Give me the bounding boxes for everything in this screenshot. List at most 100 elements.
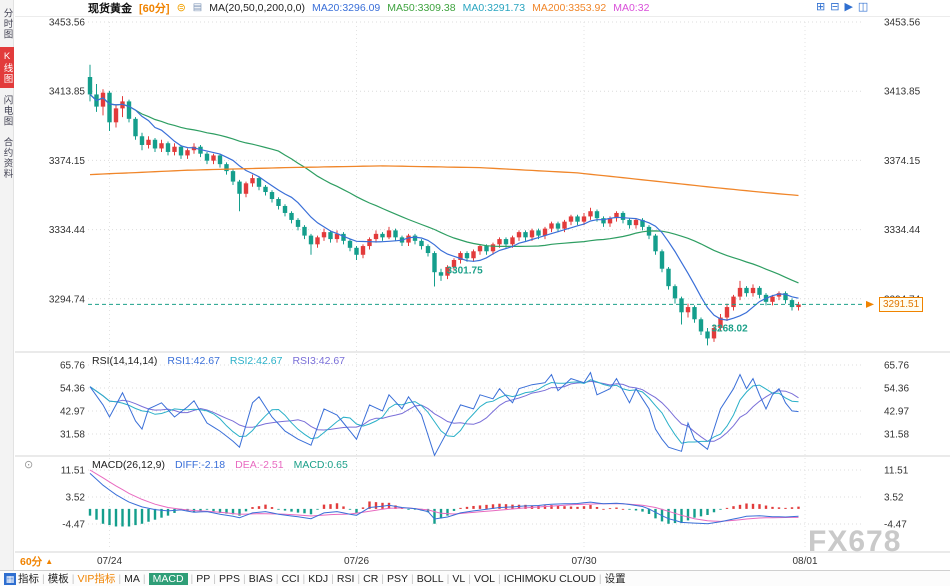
ma-value-0: MA20:3296.09 bbox=[311, 2, 381, 14]
y-axis-label: 11.51 bbox=[61, 466, 86, 477]
toolbar-separator: | bbox=[497, 572, 501, 585]
macd-header: MACD(26,12,9) DIFF:-2.18 DEA:-2.51 MACD:0.… bbox=[92, 459, 358, 471]
toolbar-separator: | bbox=[118, 572, 122, 585]
y-axis-label: 3334.44 bbox=[884, 225, 921, 236]
toolbar-separator: | bbox=[331, 572, 334, 585]
toolbar-item-rsi[interactable]: RSI bbox=[336, 572, 355, 585]
toolbar-separator: | bbox=[598, 572, 602, 585]
sidebar-tabs: 分时图 K线图闪电图合约资料 bbox=[0, 0, 14, 570]
moving-average-lines bbox=[89, 93, 799, 321]
current-price-line: 3301.75 3268.02 bbox=[88, 266, 874, 334]
candlesticks bbox=[87, 64, 801, 346]
layout-play-icon[interactable]: ▶ bbox=[844, 1, 853, 13]
y-axis-label: 54.36 bbox=[60, 384, 85, 395]
up-arrow-icon: ▲ bbox=[45, 557, 54, 566]
ma-value-3: MA200:3353.92 bbox=[532, 2, 607, 14]
y-axis-label: 3413.85 bbox=[884, 87, 921, 98]
timeframe-label[interactable]: 60分 ▲ bbox=[20, 554, 53, 569]
toolbar-item-templates[interactable]: 模板 bbox=[47, 573, 69, 585]
macd-value-1: DEA:-2.51 bbox=[235, 459, 284, 471]
toolbar-separator: | bbox=[213, 572, 217, 585]
toolbar-separator: | bbox=[468, 572, 471, 585]
toolbar-item-cci[interactable]: CCI bbox=[281, 572, 300, 585]
layout-frame-icon[interactable]: ◫ bbox=[857, 1, 869, 13]
toolbar-item-pp[interactable]: PP bbox=[196, 572, 211, 585]
toolbar-separator: | bbox=[446, 572, 450, 585]
x-axis-label: 07/26 bbox=[344, 556, 369, 567]
macd-panel-settings-icon[interactable]: ⊙ bbox=[24, 459, 34, 471]
price-annotation: 3301.75 bbox=[447, 266, 484, 277]
chart-layout-icons: ⊞ ⊟ ▶ ◫ bbox=[816, 2, 868, 13]
x-axis-label: 07/30 bbox=[571, 556, 596, 567]
ma-settings-icon[interactable]: ▤ bbox=[192, 2, 203, 13]
toolbar-item-cr[interactable]: CR bbox=[363, 572, 379, 585]
y-axis-label: 3.52 bbox=[66, 493, 86, 504]
y-axis-label: 65.76 bbox=[60, 361, 85, 372]
toolbar-separator: | bbox=[275, 572, 279, 585]
toolbar-item-vl[interactable]: VL bbox=[452, 572, 466, 585]
toolbar-item-macd[interactable]: MACD bbox=[148, 572, 188, 585]
toolbar-grid-icon[interactable]: ▦ bbox=[4, 572, 16, 585]
symbol-name[interactable]: 现货黄金 bbox=[88, 3, 132, 15]
watermark: FX678 bbox=[808, 525, 902, 558]
macd-legend: DIFF:-2.18 DEA:-2.51 MACD:0.65 bbox=[175, 459, 358, 471]
y-axis-label: 42.97 bbox=[884, 406, 909, 417]
toolbar-item-pps[interactable]: PPS bbox=[219, 572, 241, 585]
alert-bell-icon[interactable]: ⊜ bbox=[176, 1, 186, 14]
sidebar-tab-time-chart[interactable]: 分时图 bbox=[1, 8, 13, 40]
y-axis-label: 54.36 bbox=[884, 384, 909, 395]
toolbar-separator: | bbox=[142, 572, 146, 585]
y-axis-label: 31.58 bbox=[60, 429, 85, 440]
period-label[interactable]: [60分] bbox=[139, 3, 170, 15]
y-axis-label: 3294.74 bbox=[49, 294, 86, 305]
toolbar-item-boll[interactable]: BOLL bbox=[416, 572, 444, 585]
toolbar-item-indicators[interactable]: 指标 bbox=[18, 573, 39, 585]
layout-split-icon[interactable]: ⊟ bbox=[830, 1, 840, 13]
rsi-settings-label[interactable]: RSI(14,14,14) bbox=[92, 355, 158, 367]
gridlines bbox=[15, 16, 950, 553]
sidebar-tab-contract-info[interactable]: 合约资料 bbox=[1, 137, 13, 179]
y-axis-label: 3.52 bbox=[884, 493, 904, 504]
toolbar-item-ichimoku-cloud[interactable]: ICHIMOKU CLOUD bbox=[503, 572, 596, 585]
y-axis-label: 3374.15 bbox=[884, 156, 921, 167]
sidebar-tab-kline-chart[interactable]: K线图 bbox=[0, 46, 14, 88]
sidebar-tab-lightning-chart[interactable]: 闪电图 bbox=[1, 94, 13, 127]
ma-value-1: MA50:3309.38 bbox=[387, 2, 456, 14]
y-axis-label: -4.47 bbox=[62, 520, 85, 531]
rsi-lines bbox=[89, 371, 799, 457]
axis-labels: 3453.56 3453.56 3413.85 3413.85 3374.15 3374.… bbox=[49, 18, 921, 568]
toolbar-separator: | bbox=[357, 572, 361, 585]
macd-value-2: MACD:0.65 bbox=[293, 459, 348, 471]
ma-value-4: MA0:32 bbox=[613, 2, 650, 14]
macd-settings-label[interactable]: MACD(26,12,9) bbox=[92, 459, 165, 471]
rsi-value-2: RSI3:42.67 bbox=[292, 355, 346, 367]
y-axis-label: 65.76 bbox=[884, 361, 909, 372]
y-axis-label: 11.51 bbox=[884, 466, 909, 477]
toolbar-item-vol[interactable]: VOL bbox=[473, 572, 495, 585]
y-axis-label: 3374.15 bbox=[49, 156, 86, 167]
toolbar-separator: | bbox=[42, 572, 45, 585]
rsi-value-0: RSI1:42.67 bbox=[167, 355, 220, 367]
ma-legend: MA20:3296.09 MA50:3309.38 MA0:3291.73 MA200… bbox=[312, 2, 656, 14]
timeframe-text: 60分 bbox=[20, 556, 43, 568]
y-axis-label: 3453.56 bbox=[49, 18, 86, 29]
rsi-header: RSI(14,14,14) RSI1:42.67 RSI2:42.67 RSI3:4… bbox=[92, 355, 355, 367]
toolbar-item-vip-indicators[interactable]: VIP指标 bbox=[77, 573, 116, 585]
y-axis-label: -4.47 bbox=[884, 520, 907, 531]
toolbar-separator: | bbox=[243, 572, 246, 585]
layout-single-icon[interactable]: ⊞ bbox=[816, 1, 826, 13]
toolbar-separator: | bbox=[71, 572, 75, 585]
current-price-badge: 3291.51 bbox=[879, 297, 924, 312]
toolbar-item-kdj[interactable]: KDJ bbox=[308, 572, 329, 585]
toolbar-item-bias[interactable]: BIAS bbox=[248, 572, 273, 585]
toolbar-item-settings[interactable]: 设置 bbox=[604, 573, 626, 585]
rsi-value-1: RSI2:42.67 bbox=[229, 355, 283, 367]
toolbar-item-ma[interactable]: MA bbox=[124, 572, 140, 585]
toolbar-item-psy[interactable]: PSY bbox=[387, 572, 409, 585]
y-axis-label: 42.97 bbox=[60, 406, 85, 417]
toolbar-separator: | bbox=[190, 572, 194, 585]
x-axis-label: 08/01 bbox=[792, 556, 817, 567]
chart-canvas[interactable]: 3453.56 3453.56 3413.85 3413.85 3374.15 3374.… bbox=[0, 0, 950, 570]
rsi-legend: RSI1:42.67 RSI2:42.67 RSI3:42.67 bbox=[167, 355, 355, 367]
